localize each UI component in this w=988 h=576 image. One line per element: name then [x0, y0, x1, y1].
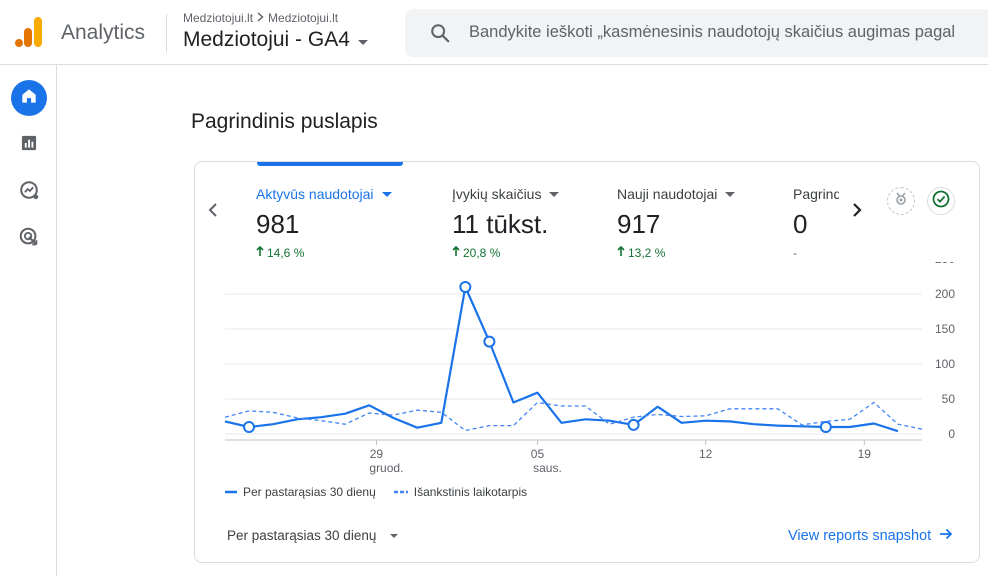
anomaly-marker-point [627, 418, 640, 431]
date-range-label: Per pastarąsias 30 dienų [227, 528, 377, 543]
x-tick-label: 05 [531, 447, 545, 461]
insights-button[interactable] [887, 187, 915, 215]
breadcrumb-property[interactable]: Medziotojui.lt [268, 11, 339, 25]
nav-advertising-button[interactable] [11, 221, 47, 257]
legend-item-current: Per pastarąsias 30 dienų [225, 485, 376, 499]
caret-down-icon[interactable] [725, 191, 736, 197]
solid-line-swatch-icon [225, 490, 237, 494]
snapshot-link-label: View reports snapshot [788, 528, 932, 544]
property-selector[interactable]: Medziotojui - GA4 [183, 28, 368, 52]
legend-label: Per pastarąsias 30 dienų [243, 485, 376, 499]
current-period-series-line [224, 285, 899, 433]
metric-label-text: Nauji naudotojai [617, 186, 718, 202]
header-divider [166, 14, 167, 52]
x-tick-label: 29 [370, 447, 384, 461]
anomaly-marker-point [819, 421, 832, 433]
metric-change-value: - [793, 246, 797, 260]
search-icon [429, 22, 451, 44]
x-tick-month-label: gruod. [369, 461, 403, 475]
previous-metrics-button[interactable] [203, 202, 223, 222]
y-tick-label: 150 [935, 322, 955, 336]
metric-change-value: 20,8 % [463, 246, 501, 260]
arrow-up-icon [256, 245, 264, 260]
metric-tab-partial[interactable]: Pagrindin 0 - [793, 186, 839, 260]
metric-change: 14,6 % [256, 245, 392, 260]
chevron-right-icon [851, 202, 863, 223]
legend-label: Išankstinis laikotarpis [413, 485, 528, 499]
dashed-line-swatch-icon [393, 490, 408, 494]
explore-icon [18, 179, 40, 206]
metric-change: 20,8 % [452, 245, 559, 260]
date-range-selector[interactable]: Per pastarąsias 30 dienų [227, 528, 399, 543]
caret-down-icon[interactable] [549, 191, 560, 197]
x-tick-label: 19 [858, 447, 872, 461]
metric-change: 13,2 % [617, 245, 735, 260]
reports-icon [19, 133, 39, 158]
y-tick-label: 250 [935, 262, 955, 266]
view-reports-snapshot-link[interactable]: View reports snapshot [788, 528, 953, 544]
caret-down-icon [390, 533, 399, 538]
breadcrumb[interactable]: Medziotojui.lt Medziotojui.lt [183, 11, 338, 25]
caret-down-icon [357, 39, 368, 45]
check-circle-icon [932, 190, 950, 213]
search-bar[interactable]: Bandykite ieškoti „kasmėnesinis naudotoj… [405, 9, 988, 57]
page-title: Pagrindinis puslapis [191, 110, 378, 133]
search-input[interactable]: Bandykite ieškoti „kasmėnesinis naudotoj… [469, 23, 956, 41]
arrow-right-icon [939, 528, 953, 544]
metric-value: 917 [617, 209, 661, 239]
advertising-icon [18, 226, 40, 253]
overview-card: Aktyvūs naudotojai 981 14,6 % Įvykių ska… [194, 161, 980, 563]
chevron-left-icon [207, 202, 219, 223]
metric-change-value: 14,6 % [267, 246, 305, 260]
nav-reports-button[interactable] [11, 127, 47, 163]
y-tick-label: 50 [942, 392, 956, 406]
caret-down-icon[interactable] [381, 191, 392, 197]
chevron-right-icon [256, 11, 265, 25]
metric-tab-active-users[interactable]: Aktyvūs naudotojai 981 14,6 % [256, 186, 392, 260]
metric-tab-event-count[interactable]: Įvykių skaičius 11 tūkst. 20,8 % [452, 186, 560, 260]
x-tick-month-label: saus. [533, 461, 562, 475]
side-navigation [0, 65, 57, 576]
anomaly-marker-point [483, 335, 496, 348]
arrow-up-icon [617, 245, 625, 260]
x-tick-label: 12 [699, 447, 713, 461]
y-tick-label: 0 [948, 427, 955, 441]
nav-explore-button[interactable] [11, 174, 47, 210]
top-app-bar: Analytics Medziotojui.lt Medziotojui.lt … [0, 0, 988, 65]
anomaly-marker-point [459, 281, 472, 293]
y-tick-label: 200 [935, 287, 955, 301]
metric-change-value: 13,2 % [628, 246, 666, 260]
chart-legend: Per pastarąsias 30 dienų Išankstinis lai… [225, 485, 527, 499]
legend-item-previous: Išankstinis laikotarpis [393, 485, 528, 499]
metric-value: 11 tūkst. [452, 209, 549, 239]
active-tab-indicator [257, 162, 403, 166]
y-tick-label: 100 [935, 357, 955, 371]
metric-tab-new-users[interactable]: Nauji naudotojai 917 13,2 % [617, 186, 736, 260]
metric-value: 0 [793, 209, 808, 239]
insights-icon [893, 191, 909, 212]
next-metrics-button[interactable] [847, 202, 867, 222]
metric-label: Aktyvūs naudotojai [256, 186, 392, 202]
metric-label: Pagrindin [793, 186, 839, 202]
nav-home-button[interactable] [11, 80, 47, 116]
arrow-up-icon [452, 245, 460, 260]
app-name: Analytics [61, 21, 146, 44]
metric-value: 981 [256, 209, 300, 239]
anomaly-marker-point [243, 421, 256, 433]
metric-label-text: Aktyvūs naudotojai [256, 186, 374, 202]
analytics-logo-icon[interactable] [14, 15, 46, 49]
home-icon [19, 86, 39, 111]
metric-label: Įvykių skaičius [452, 186, 560, 202]
breadcrumb-account[interactable]: Medziotojui.lt [183, 11, 254, 25]
property-name: Medziotojui - GA4 [183, 28, 350, 51]
metric-label: Nauji naudotojai [617, 186, 736, 202]
data-quality-button[interactable] [927, 187, 955, 215]
metric-label-text: Įvykių skaičius [452, 186, 542, 202]
